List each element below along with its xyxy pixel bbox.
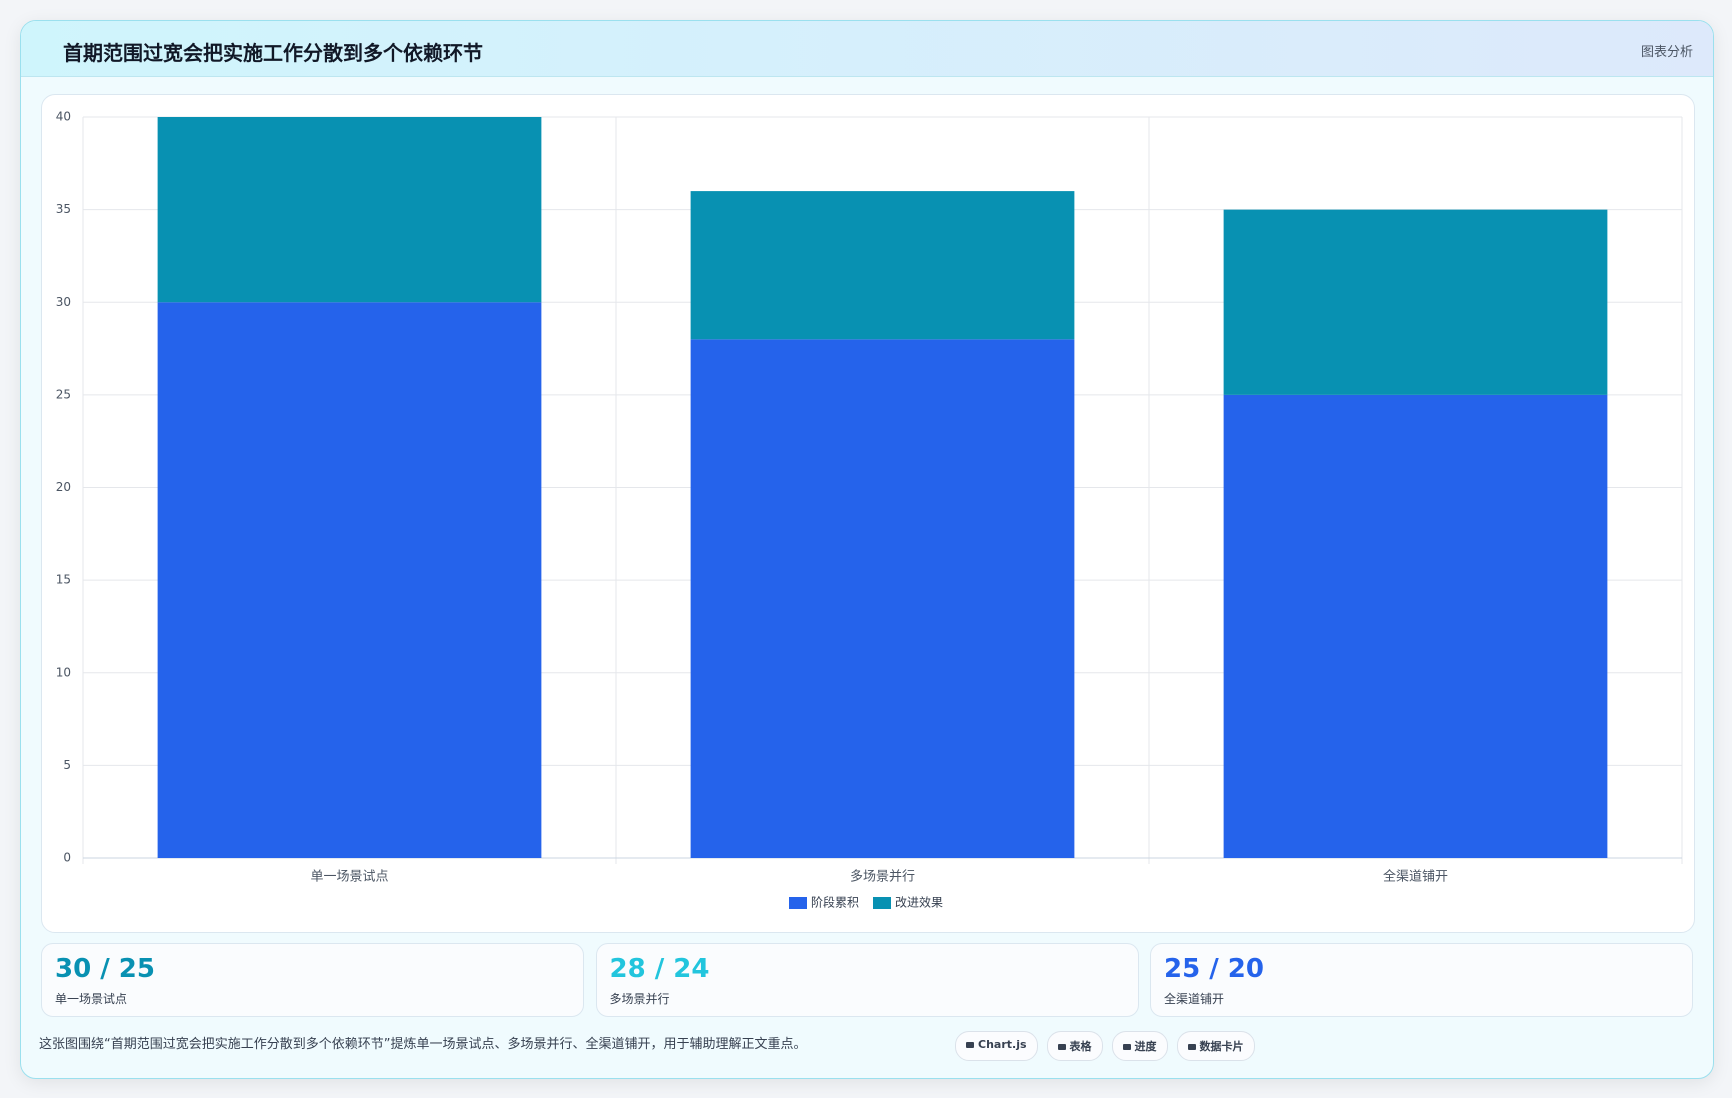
bar — [690, 191, 1075, 340]
bar — [690, 339, 1075, 858]
bar — [157, 117, 542, 303]
stat-card: 30 / 25 单一场景试点 — [41, 943, 584, 1017]
y-tick-label: 10 — [56, 665, 71, 679]
chip: 进度 — [1111, 1031, 1168, 1061]
chip: 表格 — [1046, 1031, 1103, 1061]
y-tick-label: 20 — [56, 480, 71, 494]
stat-label: 全渠道铺开 — [1164, 992, 1225, 1006]
y-tick-label: 40 — [56, 110, 71, 124]
stat-label: 多场景并行 — [609, 992, 670, 1006]
y-tick-label: 0 — [63, 851, 71, 865]
legend-label: 阶段累积 — [811, 895, 859, 910]
stat-label: 单一场景试点 — [55, 992, 128, 1006]
tag: 图表分析 — [1640, 45, 1693, 60]
chart-panel: 0 5 10 15 20 25 30 35 40 单一场景试点 多场景并行 全渠道铺开阶段累积 改进效果 — [41, 94, 1695, 933]
header: 首期范围过宽会把实施工作分散到多个依赖环节 图表分析 — [21, 21, 1713, 77]
y-tick-label: 15 — [56, 573, 71, 587]
legend-swatch — [789, 897, 807, 909]
y-tick-label: 25 — [56, 387, 71, 401]
x-tick-label: 多场景并行 — [850, 869, 915, 885]
stat-value: 28 / 24 — [609, 954, 710, 984]
title: 首期范围过宽会把实施工作分散到多个依赖环节 — [63, 41, 483, 65]
footer-text: 这张图围绕“首期范围过宽会把实施工作分散到多个依赖环节”提炼单一场景试点、多场景… — [39, 1037, 807, 1052]
stat-value: 30 / 25 — [55, 954, 155, 984]
stat-card: 28 / 24 多场景并行 — [595, 943, 1139, 1017]
stat-value: 25 / 20 — [1164, 954, 1264, 984]
legend-label: 改进效果 — [895, 895, 943, 910]
x-tick-label: 单一场景试点 — [310, 870, 388, 885]
bar — [157, 302, 542, 858]
bar — [1223, 209, 1608, 395]
y-tick-label: 30 — [56, 295, 71, 309]
chip: Chart.js — [955, 1031, 1038, 1061]
card: 首期范围过宽会把实施工作分散到多个依赖环节 图表分析 0 5 10 15 20 25 30 3… — [20, 20, 1714, 1079]
legend-swatch — [873, 897, 891, 909]
y-tick-label: 35 — [56, 202, 71, 216]
x-tick-label: 全渠道铺开 — [1383, 869, 1448, 885]
bar — [1223, 394, 1608, 858]
chip: 数据卡片 — [1176, 1031, 1255, 1061]
stat-card: 25 / 20 全渠道铺开 — [1150, 943, 1693, 1017]
y-tick-label: 5 — [63, 758, 71, 772]
